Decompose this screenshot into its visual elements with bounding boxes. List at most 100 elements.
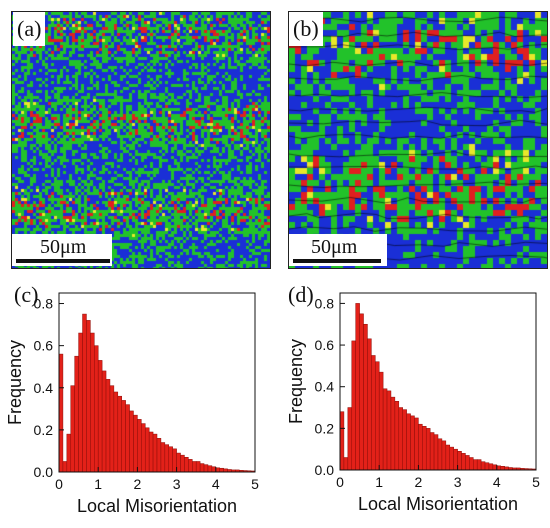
x-axis-title: Local Misorientation [358,494,518,514]
misorientation-map-b [288,11,548,269]
histogram-bar [453,448,458,471]
histogram-bar [176,452,181,473]
histogram-bar [86,320,91,473]
histogram-bar [109,385,115,473]
histogram-bar [375,361,380,471]
x-tick-label: 5 [532,474,540,490]
y-axis-title: Frequency [286,339,306,424]
x-tick-label: 2 [415,474,423,490]
histogram-bar [441,440,447,471]
scalebar-b-label: 50μm [311,236,358,258]
histogram-bar [94,345,99,473]
histogram-bar [339,411,345,471]
histogram-bar [378,371,384,471]
x-tick-label: 0 [55,476,63,492]
histogram-bar [445,444,451,471]
plot-frame [339,292,537,471]
x-tick-label: 0 [336,474,344,490]
histogram-bar [188,459,193,473]
histogram-bar [113,391,119,473]
histogram-bar [347,407,353,471]
map-b-image [289,12,547,268]
histogram-bar [343,457,349,471]
histogram-bar [211,466,217,473]
histogram-bar [97,360,103,473]
histogram-bar [160,442,166,473]
x-tick-label: 2 [134,476,142,492]
y-tick-label: 0.0 [34,464,54,480]
histogram-bar [492,464,498,471]
y-tick-label: 0.2 [34,422,54,438]
histogram-bar [433,434,439,471]
histogram-bar [488,463,494,471]
histogram-bar [74,355,79,473]
histogram-bar [449,446,454,471]
histogram-bar [70,385,75,473]
histogram-bar [117,395,122,473]
histogram-bar [425,428,431,471]
histogram-bar [469,457,474,471]
y-tick-label: 0.2 [315,420,335,436]
histogram-bar [402,409,407,471]
y-tick-label: 0.8 [34,296,54,312]
histogram-bar [82,313,87,473]
histogram-bar [164,444,170,473]
histogram-bar [359,313,364,471]
histogram-bar [480,461,486,471]
histogram-bar [461,453,466,471]
histogram-bar [58,353,64,473]
histogram-bar [367,338,372,471]
histogram-bar [473,459,478,471]
histogram-bar [351,340,356,471]
histogram-bar [78,332,83,473]
histogram-bar [90,332,95,473]
histogram-bar [192,461,197,473]
y-tick-label: 0.8 [315,295,335,311]
x-tick-label: 3 [173,476,181,492]
histogram-bar [465,455,470,471]
scalebar-b-line [293,259,381,263]
histogram-bar [121,400,126,473]
histogram-bar [386,390,392,471]
histogram-bar [410,415,415,471]
panel-label-c: (c) [14,282,39,307]
histogram-bar [207,465,213,473]
y-axis-title: Frequency [5,340,25,425]
panel-label-a: (a) [13,12,46,46]
histogram-d: 0.0 0.2 0.4 0.6 0.8 0 1 2 3 4 5 Local Misorientatio… [276,280,550,523]
y-tick-label: 0.4 [315,379,335,395]
plot-frame [58,292,256,473]
histogram-bar [101,370,107,473]
histogram-bar [390,396,396,471]
scalebar-b: 50μm [289,234,387,266]
y-tick-label: 0.4 [34,380,54,396]
histogram-bar [371,355,376,471]
histogram-bar [394,401,400,471]
histogram-bar [125,404,130,473]
histogram-bar [500,466,505,471]
panel-label-d: (d) [288,282,314,307]
histogram-bar [129,410,134,473]
histogram-bar [429,432,435,471]
histogram-bar [398,407,403,471]
map-a-image [12,12,270,268]
histogram-bar [105,379,111,473]
scalebar-a-label: 50μm [40,236,87,258]
x-tick-label: 3 [454,474,462,490]
histogram-bar [355,303,360,471]
histogram-bar [382,388,388,471]
panel-label-b: (b) [289,12,323,46]
x-tick-label: 1 [375,474,383,490]
histogram-bar [219,467,224,473]
histogram-bar [137,419,142,473]
histogram-bar [496,465,501,471]
histogram-bar [148,431,154,473]
x-tick-label: 1 [94,476,102,492]
histogram-c: 0.0 0.2 0.4 0.6 0.8 0 1 2 3 4 5 Local Misorientatio… [0,280,275,523]
histogram-bar [422,426,427,471]
x-axis-title: Local Misorientation [77,496,237,516]
histogram-bar [141,423,146,473]
histogram-bar [203,464,209,473]
scalebar-a-line [16,259,110,263]
histogram-bar [168,446,173,473]
